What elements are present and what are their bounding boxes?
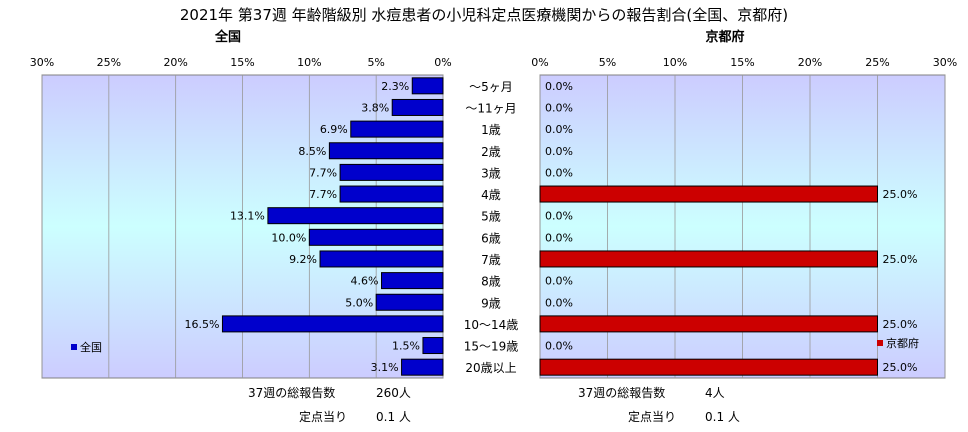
national-data-label: 6.9%: [320, 123, 348, 136]
age-label: 8歳: [481, 275, 501, 289]
age-label: ～11ヶ月: [465, 101, 516, 115]
national-bar: [381, 272, 444, 290]
national-data-label: 2.3%: [381, 80, 409, 93]
national-data-label: 3.8%: [361, 101, 389, 114]
kyoto-legend-label: 京都府: [886, 336, 919, 350]
national-tick-label: 15%: [230, 56, 254, 69]
kyoto-tick-label: 25%: [865, 56, 889, 69]
kyoto-legend-swatch: [877, 340, 883, 346]
kyoto-bar: [539, 315, 878, 333]
national-data-label: 7.7%: [309, 188, 337, 201]
national-tick-label: 20%: [163, 56, 187, 69]
national-data-label: 3.1%: [371, 361, 399, 374]
national-bar: [339, 185, 444, 203]
kyoto-tick-label: 20%: [798, 56, 822, 69]
age-label: 6歳: [481, 231, 501, 245]
kyoto-panel-title: 京都府: [705, 29, 744, 45]
national-bar: [308, 228, 444, 246]
national-data-label: 4.6%: [351, 275, 379, 288]
kyoto-data-label: 0.0%: [545, 166, 573, 179]
kyoto-data-label: 0.0%: [545, 123, 573, 136]
national-data-label: 10.0%: [271, 231, 306, 244]
kyoto-chart: 0% 5% 10% 15% 20% 25% 30% 0.0% 0.0% 0.0% 0.0% 0.0% 2…: [531, 56, 957, 379]
national-tick-label: 30%: [30, 56, 54, 69]
age-label: 2歳: [481, 145, 501, 159]
age-label: 15～19歳: [464, 340, 519, 354]
kyoto-tick-label: 30%: [933, 56, 957, 69]
kyoto-bar: [539, 185, 878, 203]
national-data-label: 8.5%: [298, 145, 326, 158]
age-label: 10～14歳: [464, 318, 519, 332]
age-label: 4歳: [481, 188, 501, 202]
kyoto-data-label: 0.0%: [545, 101, 573, 114]
national-bar: [375, 293, 444, 311]
kyoto-data-label: 25.0%: [883, 361, 918, 374]
kyoto-data-label: 0.0%: [545, 275, 573, 288]
national-total-label: 37週の総報告数: [248, 385, 335, 400]
national-bar: [267, 207, 444, 225]
kyoto-data-label: 0.0%: [545, 80, 573, 93]
kyoto-data-label: 0.0%: [545, 340, 573, 353]
kyoto-data-label: 25.0%: [883, 253, 918, 266]
kyoto-data-label: 0.0%: [545, 296, 573, 309]
kyoto-data-label: 0.0%: [545, 145, 573, 158]
kyoto-per-label: 定点当り: [628, 409, 676, 424]
kyoto-total-label: 37週の総報告数: [578, 385, 665, 400]
kyoto-tick-label: 0%: [531, 56, 548, 69]
national-per-value: 0.1 人: [376, 410, 411, 424]
national-bar: [391, 98, 444, 116]
national-bar: [350, 120, 444, 138]
national-tick-label: 5%: [367, 56, 384, 69]
national-data-label: 5.0%: [345, 296, 373, 309]
national-bar: [319, 250, 444, 268]
national-panel-title: 全国: [214, 29, 241, 45]
kyoto-data-label: 0.0%: [545, 210, 573, 223]
national-data-label: 9.2%: [289, 253, 317, 266]
kyoto-data-label: 25.0%: [883, 188, 918, 201]
national-tick-label: 25%: [97, 56, 121, 69]
national-bar: [339, 163, 444, 181]
national-data-label: 16.5%: [184, 318, 219, 331]
national-bar: [422, 337, 444, 355]
national-legend-label: 全国: [80, 340, 102, 354]
age-label: 1歳: [481, 123, 501, 137]
national-bar: [411, 77, 444, 95]
national-bar: [328, 142, 444, 160]
kyoto-tick-label: 5%: [599, 56, 616, 69]
age-label: 5歳: [481, 210, 501, 224]
chart-title: 2021年 第37週 年齢階級別 水痘患者の小児科定点医療機関からの報告割合(全…: [180, 6, 788, 24]
age-label: 7歳: [481, 253, 501, 267]
national-per-label: 定点当り: [299, 409, 347, 424]
national-tick-label: 10%: [297, 56, 321, 69]
national-bar: [401, 358, 444, 376]
national-legend-swatch: [71, 344, 77, 350]
kyoto-tick-label: 15%: [730, 56, 754, 69]
kyoto-data-label: 0.0%: [545, 231, 573, 244]
kyoto-tick-label: 10%: [663, 56, 687, 69]
kyoto-total-value: 4人: [705, 386, 725, 400]
age-category-labels: ～5ヶ月 ～11ヶ月 1歳 2歳 3歳 4歳 5歳 6歳 7歳 8歳 9歳 10～14歳 15～19歳 2…: [464, 80, 519, 375]
national-total-value: 260人: [376, 386, 411, 400]
national-tick-label: 0%: [434, 56, 451, 69]
kyoto-bar: [539, 250, 878, 268]
kyoto-data-label: 25.0%: [883, 318, 918, 331]
age-label: 3歳: [481, 166, 501, 180]
age-label: ～5ヶ月: [469, 80, 513, 94]
kyoto-per-value: 0.1 人: [705, 410, 740, 424]
kyoto-bar: [539, 358, 878, 376]
national-bar: [221, 315, 444, 333]
age-label: 9歳: [481, 296, 501, 310]
national-data-label: 7.7%: [309, 166, 337, 179]
age-label: 20歳以上: [465, 361, 516, 375]
national-data-label: 1.5%: [392, 340, 420, 353]
national-chart: 30% 25% 20% 15% 10% 5% 0% 2.3% 3.8% 6.9% 8.5% 7.7% 7…: [30, 56, 452, 379]
national-data-label: 13.1%: [230, 210, 265, 223]
